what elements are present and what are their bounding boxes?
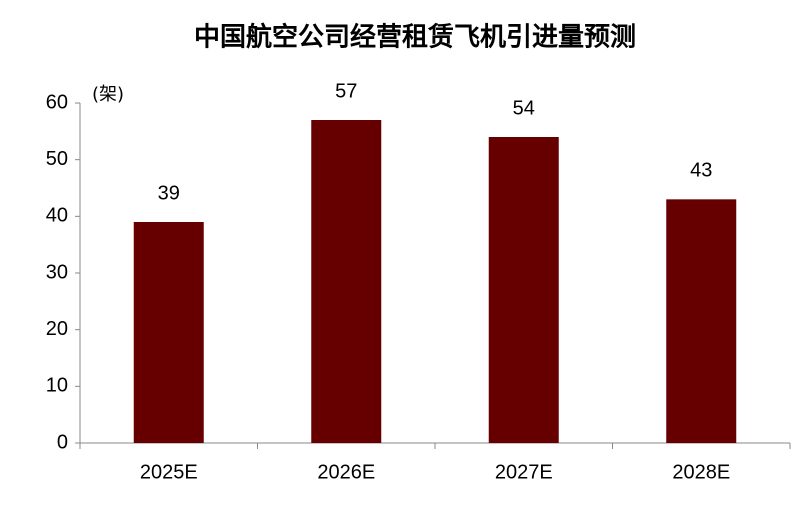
- x-tick-label: 2025E: [140, 461, 198, 483]
- chart-title: 中国航空公司经营租赁飞机引进量预测: [194, 22, 636, 53]
- y-tick-label: 20: [46, 318, 68, 340]
- y-tick-label: 10: [46, 375, 68, 397]
- bar: [311, 120, 382, 443]
- y-tick-label: 0: [57, 431, 68, 453]
- y-tick-label: 30: [46, 261, 68, 283]
- data-label: 57: [335, 80, 357, 102]
- data-label: 39: [158, 182, 180, 204]
- x-tick-label: 2027E: [495, 461, 553, 483]
- x-tick-label: 2028E: [672, 461, 730, 483]
- bar: [666, 199, 737, 443]
- bar: [133, 222, 204, 443]
- data-label: 54: [513, 97, 535, 119]
- bar: [488, 137, 559, 443]
- y-tick-label: 60: [46, 91, 68, 113]
- x-tick-label: 2026E: [317, 461, 375, 483]
- y-axis-label: (架): [92, 84, 124, 105]
- y-tick-label: 40: [46, 205, 68, 227]
- y-tick-label: 50: [46, 148, 68, 170]
- data-label: 43: [690, 160, 712, 182]
